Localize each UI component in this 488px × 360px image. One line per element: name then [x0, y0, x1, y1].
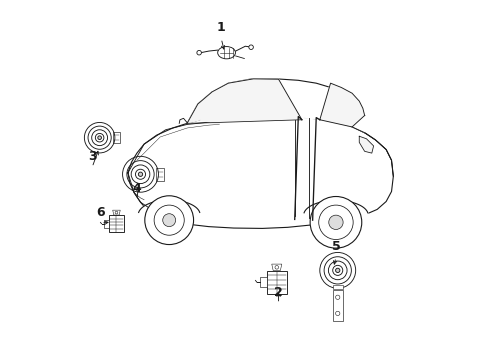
Text: 6: 6 — [97, 206, 105, 219]
Circle shape — [197, 50, 201, 55]
Text: 4: 4 — [132, 183, 141, 195]
Text: 2: 2 — [274, 287, 283, 300]
Circle shape — [274, 266, 278, 269]
Circle shape — [328, 215, 343, 229]
Text: 1: 1 — [216, 21, 225, 34]
Text: 5: 5 — [331, 240, 340, 253]
Polygon shape — [359, 136, 373, 153]
Circle shape — [248, 45, 253, 49]
Polygon shape — [187, 79, 364, 133]
Circle shape — [154, 205, 184, 235]
Polygon shape — [319, 83, 364, 127]
Circle shape — [335, 295, 339, 300]
Text: 3: 3 — [88, 150, 96, 163]
Polygon shape — [332, 285, 342, 289]
Polygon shape — [103, 220, 109, 228]
Polygon shape — [109, 215, 123, 233]
Circle shape — [318, 205, 352, 239]
Circle shape — [144, 196, 193, 244]
Polygon shape — [113, 132, 120, 143]
Circle shape — [115, 211, 118, 214]
Polygon shape — [128, 116, 392, 228]
Polygon shape — [304, 201, 367, 223]
Circle shape — [138, 172, 142, 176]
Polygon shape — [112, 210, 120, 215]
Circle shape — [163, 214, 175, 226]
Circle shape — [98, 136, 101, 140]
Polygon shape — [266, 271, 286, 294]
Polygon shape — [259, 277, 266, 287]
Polygon shape — [187, 79, 301, 123]
Circle shape — [309, 197, 361, 248]
Polygon shape — [271, 264, 281, 271]
Polygon shape — [139, 200, 199, 222]
Circle shape — [335, 268, 339, 273]
Ellipse shape — [217, 46, 235, 59]
Polygon shape — [332, 290, 342, 320]
Polygon shape — [156, 168, 164, 181]
Circle shape — [335, 311, 339, 316]
